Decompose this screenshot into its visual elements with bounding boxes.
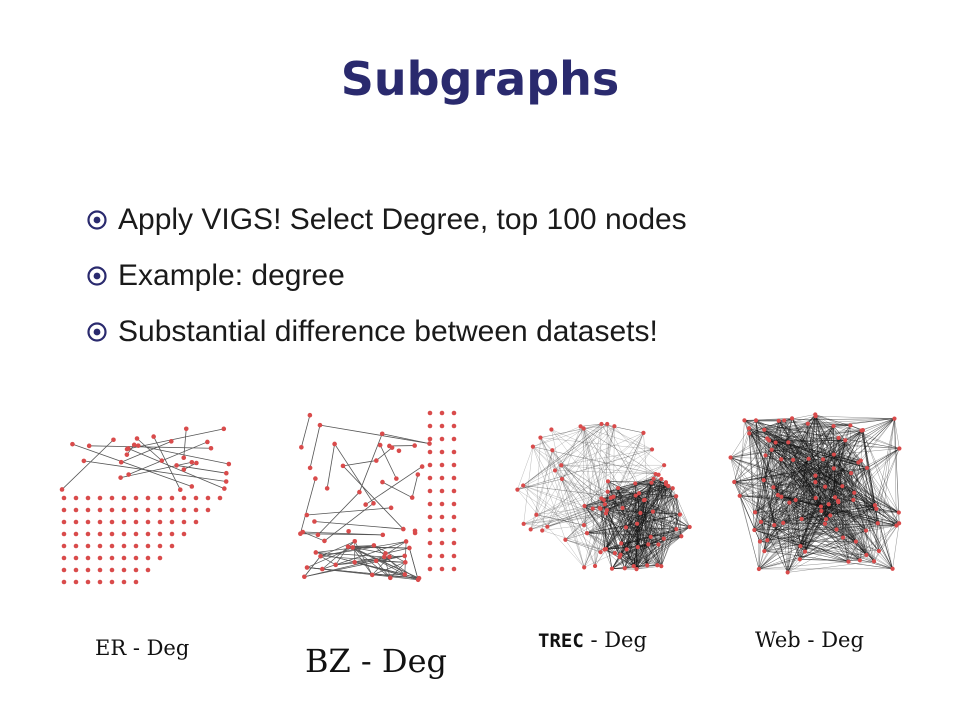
trec-graph-image bbox=[515, 421, 692, 572]
bullet-item: Example: degree bbox=[86, 248, 687, 304]
er-graph-image bbox=[59, 426, 232, 585]
bz-graph-caption: BZ - Deg bbox=[305, 642, 447, 680]
bullet-text: Substantial difference between datasets! bbox=[118, 315, 658, 348]
trec-graph-caption: TREC - Deg bbox=[538, 628, 647, 652]
bz-graph-image bbox=[298, 410, 457, 583]
er-graph-caption: ER - Deg bbox=[95, 636, 190, 660]
bullet-item: Substantial difference between datasets! bbox=[86, 304, 687, 360]
bullet-list: Apply VIGS! Select Degree, top 100 nodes… bbox=[86, 192, 687, 360]
web-graph-caption: Web - Deg bbox=[755, 628, 864, 652]
circled-dot-icon bbox=[87, 266, 107, 286]
slide-title: Subgraphs bbox=[340, 52, 620, 106]
circled-dot-icon bbox=[87, 322, 107, 342]
circled-dot-icon bbox=[87, 210, 107, 230]
bullet-text: Example: degree bbox=[118, 259, 345, 292]
bullet-text: Apply VIGS! Select Degree, top 100 nodes bbox=[118, 203, 687, 236]
trec-caption-dataset: TREC bbox=[538, 630, 584, 652]
trec-caption-measure: - Deg bbox=[583, 628, 647, 652]
web-graph-image bbox=[728, 412, 902, 575]
bullet-item: Apply VIGS! Select Degree, top 100 nodes bbox=[86, 192, 687, 248]
